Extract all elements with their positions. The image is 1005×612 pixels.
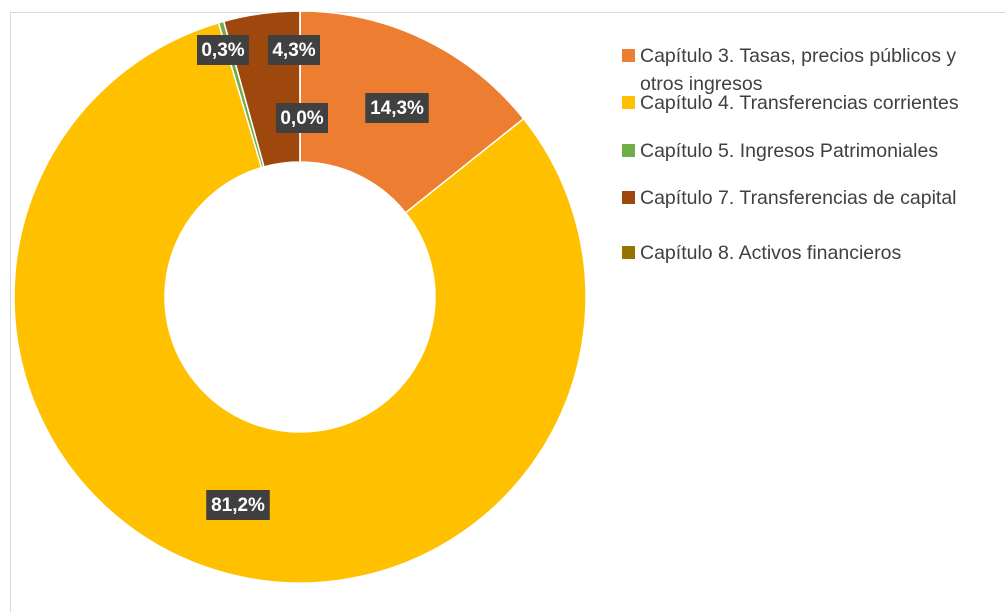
legend-swatch — [622, 96, 635, 109]
legend-swatch — [622, 49, 635, 62]
legend-label: Capítulo 8. Activos financieros — [640, 242, 902, 264]
legend-swatch — [622, 191, 635, 204]
data-label: 0,3% — [201, 40, 244, 61]
legend-item: Capítulo 5. Ingresos Patrimoniales — [622, 137, 982, 165]
legend-label: Capítulo 7. Transferencias de capital — [640, 187, 957, 209]
donut-slice — [13, 21, 587, 584]
legend-swatch — [622, 246, 635, 259]
legend-label: Capítulo 5. Ingresos Patrimoniales — [640, 140, 939, 162]
data-label: 81,2% — [211, 495, 265, 516]
legend-label: Capítulo 3. Tasas, precios públicos y ot… — [640, 45, 957, 95]
legend-swatch — [622, 144, 635, 157]
data-label: 14,3% — [370, 98, 424, 119]
data-label-box — [197, 35, 249, 65]
legend-item: Capítulo 8. Activos financieros — [622, 239, 982, 267]
data-label: 0,0% — [280, 108, 323, 129]
data-label-box — [268, 35, 320, 65]
legend-label: Capítulo 4. Transferencias corrientes — [640, 92, 959, 114]
data-label-box — [365, 93, 429, 123]
data-label-box — [206, 490, 270, 520]
legend-item: Capítulo 4. Transferencias corrientes — [622, 89, 982, 117]
legend-item: Capítulo 3. Tasas, precios públicos y ot… — [622, 42, 982, 98]
legend-item: Capítulo 7. Transferencias de capital — [622, 184, 982, 212]
data-label: 4,3% — [272, 40, 315, 61]
data-label-box — [276, 103, 328, 133]
